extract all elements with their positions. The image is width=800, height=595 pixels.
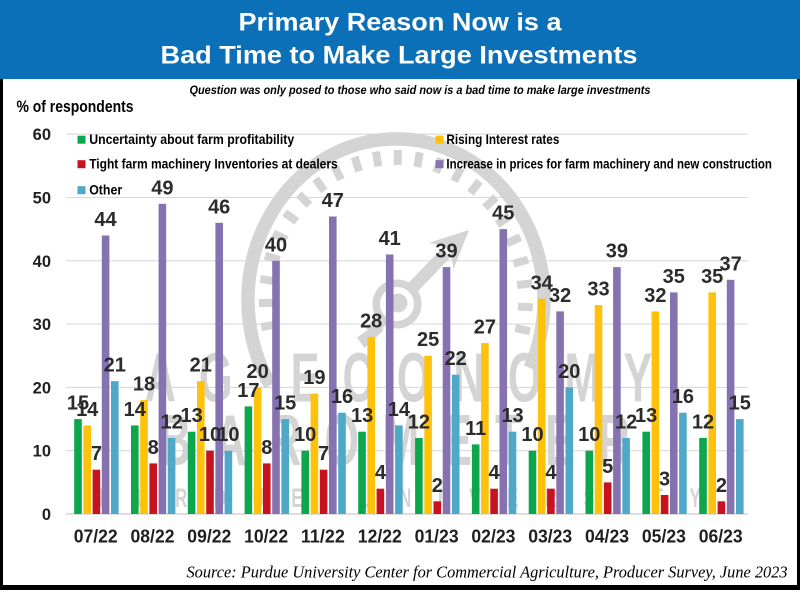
svg-text:19: 19: [303, 367, 325, 389]
svg-text:02/23: 02/23: [471, 526, 515, 547]
svg-text:12: 12: [160, 412, 182, 434]
svg-text:10: 10: [217, 424, 239, 446]
svg-text:14: 14: [76, 399, 99, 421]
svg-text:39: 39: [435, 241, 457, 263]
svg-text:20: 20: [33, 379, 51, 397]
svg-text:33: 33: [587, 279, 609, 301]
svg-text:60: 60: [33, 126, 51, 144]
svg-text:11: 11: [465, 418, 486, 440]
svg-text:8: 8: [148, 437, 159, 459]
svg-text:4: 4: [545, 462, 557, 484]
svg-text:30: 30: [33, 316, 51, 334]
svg-text:Source: Purdue University Cent: Source: Purdue University Center for Com…: [187, 563, 788, 582]
svg-text:09/22: 09/22: [187, 526, 231, 547]
svg-text:10: 10: [578, 424, 600, 446]
svg-text:45: 45: [492, 203, 514, 225]
svg-text:13: 13: [351, 405, 373, 427]
svg-text:47: 47: [322, 190, 344, 212]
svg-text:16: 16: [672, 386, 694, 408]
svg-text:06/23: 06/23: [699, 526, 743, 547]
svg-text:17: 17: [237, 380, 259, 402]
svg-text:01/23: 01/23: [415, 526, 459, 547]
svg-text:27: 27: [474, 317, 496, 339]
svg-text:Primary Reason Now is a: Primary Reason Now is a: [239, 9, 563, 37]
svg-text:40: 40: [265, 234, 287, 256]
svg-text:40: 40: [33, 253, 51, 271]
svg-text:3: 3: [659, 469, 670, 491]
svg-text:Rising Interest rates: Rising Interest rates: [446, 131, 559, 147]
svg-text:4: 4: [375, 462, 387, 484]
svg-text:18: 18: [133, 374, 155, 396]
svg-text:15: 15: [274, 393, 296, 415]
svg-text:21: 21: [104, 355, 126, 377]
svg-text:7: 7: [91, 443, 102, 465]
svg-text:10: 10: [521, 424, 543, 446]
svg-text:14: 14: [388, 399, 411, 421]
svg-text:Uncertainty about farm profita: Uncertainty about farm profitability: [89, 131, 294, 147]
svg-text:16: 16: [331, 386, 353, 408]
svg-text:Increase in prices for farm ma: Increase in prices for farm machinery an…: [446, 155, 772, 171]
svg-text:12: 12: [692, 412, 714, 434]
svg-text:12/22: 12/22: [358, 526, 402, 547]
svg-text:Tight farm machinery Inventori: Tight farm machinery Inventories at deal…: [89, 155, 338, 171]
svg-text:07/22: 07/22: [74, 526, 118, 547]
svg-text:% of respondents: % of respondents: [17, 98, 134, 116]
svg-text:4: 4: [489, 462, 501, 484]
svg-text:Question was only posed to tho: Question was only posed to those who sai…: [190, 83, 651, 97]
svg-text:12: 12: [615, 412, 637, 434]
svg-text:5: 5: [602, 456, 613, 478]
svg-text:14: 14: [124, 399, 147, 421]
svg-text:10: 10: [33, 443, 51, 461]
svg-text:7: 7: [318, 443, 329, 465]
svg-text:44: 44: [94, 209, 117, 231]
svg-text:03/23: 03/23: [528, 526, 572, 547]
svg-text:Bad Time to Make Large Investm: Bad Time to Make Large Investments: [161, 42, 638, 70]
svg-text:10: 10: [294, 424, 316, 446]
svg-text:49: 49: [151, 177, 173, 199]
svg-text:46: 46: [208, 196, 230, 218]
svg-text:13: 13: [635, 405, 657, 427]
svg-text:20: 20: [246, 361, 268, 383]
svg-text:13: 13: [501, 405, 523, 427]
svg-text:21: 21: [190, 355, 212, 377]
svg-text:11/22: 11/22: [301, 526, 345, 547]
svg-text:05/23: 05/23: [642, 526, 686, 547]
svg-text:25: 25: [417, 329, 439, 351]
svg-text:10/22: 10/22: [244, 526, 288, 547]
svg-text:28: 28: [360, 310, 382, 332]
svg-text:12: 12: [408, 412, 430, 434]
svg-text:50: 50: [33, 190, 51, 208]
svg-text:2: 2: [432, 475, 443, 497]
svg-text:0: 0: [42, 506, 51, 524]
svg-text:32: 32: [549, 285, 571, 307]
svg-text:20: 20: [558, 361, 580, 383]
svg-text:41: 41: [379, 228, 401, 250]
svg-text:Other: Other: [89, 181, 122, 197]
svg-text:2: 2: [716, 475, 727, 497]
svg-text:32: 32: [644, 285, 666, 307]
svg-text:35: 35: [663, 266, 685, 288]
svg-text:8: 8: [261, 437, 272, 459]
svg-text:22: 22: [445, 348, 467, 370]
svg-text:15: 15: [729, 393, 751, 415]
svg-text:04/23: 04/23: [585, 526, 629, 547]
svg-text:08/22: 08/22: [131, 526, 175, 547]
svg-text:39: 39: [606, 241, 628, 263]
svg-text:37: 37: [719, 253, 741, 275]
